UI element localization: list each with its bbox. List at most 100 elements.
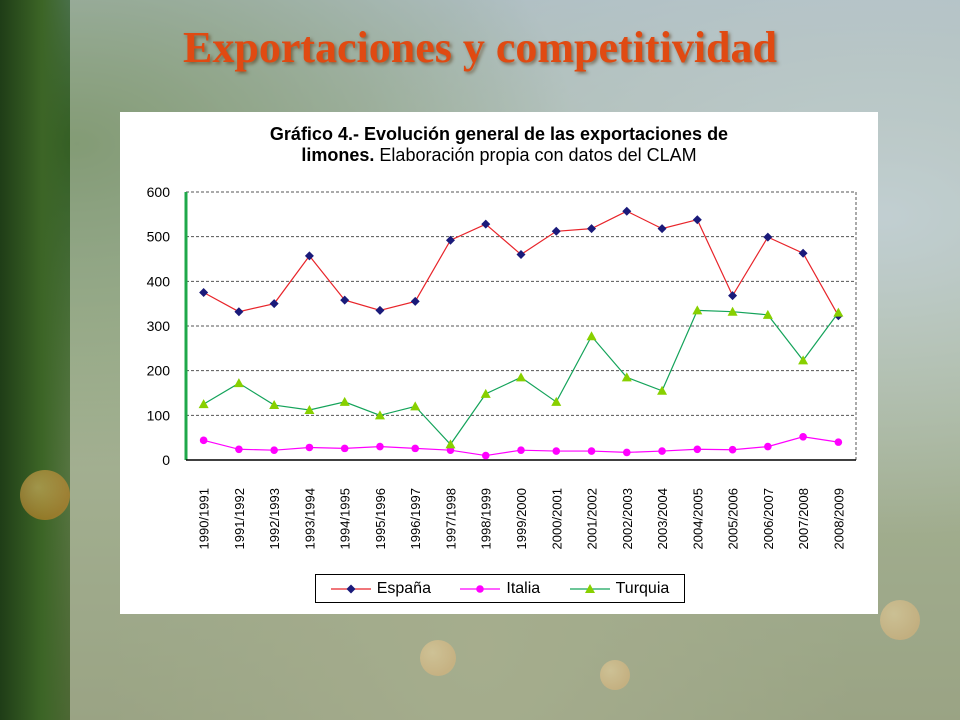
data-point-italia (728, 445, 737, 454)
data-point-turquia (657, 385, 668, 395)
x-tick-label: 1992/1993 (267, 488, 282, 549)
data-point-españa (551, 226, 561, 236)
y-tick-label: 500 (147, 229, 171, 245)
series-line-españa (203, 210, 839, 317)
data-point-turquia (374, 410, 385, 420)
legend-label: España (376, 579, 431, 597)
background-fruit (880, 600, 920, 640)
x-tick-label: 1998/1999 (479, 488, 494, 549)
legend-label: Italia (506, 579, 541, 597)
data-point-turquia (727, 306, 738, 316)
legend-swatch (330, 584, 371, 593)
slide-title: Exportaciones y competitividad (183, 23, 777, 72)
data-point-turquia (586, 331, 597, 341)
x-tick-label: 1991/1992 (232, 488, 247, 549)
data-point-italia (305, 443, 314, 452)
data-point-italia (587, 447, 596, 455)
data-point-turquia (833, 307, 844, 317)
data-point-españa (304, 251, 314, 261)
data-point-turquia (445, 439, 456, 449)
x-tick-label: 2002/2003 (620, 488, 635, 549)
data-point-turquia (621, 372, 632, 382)
background-fruit (20, 470, 70, 520)
data-point-españa (587, 224, 597, 234)
data-point-turquia (516, 372, 526, 382)
data-point-turquia (480, 388, 491, 398)
data-point-españa (445, 235, 455, 245)
data-point-italia (517, 446, 525, 454)
chart-title-bold-line1: Gráfico 4.- Evolución general de las exp… (269, 124, 729, 144)
x-tick-label: 2000/2001 (549, 488, 564, 549)
x-tick-label: 2004/2005 (690, 488, 705, 549)
x-tick-label: 1993/1994 (302, 488, 317, 549)
x-tick-label: 2003/2004 (655, 488, 670, 549)
x-tick-label: 2008/2009 (831, 488, 846, 549)
data-point-italia (235, 445, 243, 454)
x-tick-label: 1995/1996 (373, 488, 388, 549)
chart-panel: Gráfico 4.- Evolución general de las exp… (120, 112, 878, 614)
x-tick-label: 1990/1991 (197, 488, 212, 549)
legend-item: Turquia (569, 579, 670, 598)
data-point-turquia (798, 355, 809, 365)
data-point-españa (516, 250, 526, 260)
data-point-españa (692, 215, 702, 225)
data-point-españa (763, 232, 773, 242)
data-point-italia (834, 438, 843, 446)
background-foliage (0, 0, 70, 720)
chart-title: Gráfico 4.- Evolución general de las exp… (120, 124, 878, 166)
legend-item: España (330, 579, 431, 598)
y-tick-label: 300 (147, 318, 171, 334)
data-point-turquia (410, 401, 421, 411)
y-tick-label: 100 (147, 407, 171, 423)
data-point-españa (375, 305, 385, 315)
x-tick-label: 1996/1997 (408, 488, 423, 549)
data-point-italia (270, 446, 278, 454)
data-point-españa (269, 299, 279, 309)
legend-label: Turquia (615, 579, 670, 597)
line-chart: 0 100 200 300 400 500 600 1990/1991 1991/1992 199… (147, 184, 857, 549)
data-point-turquia (762, 309, 773, 319)
x-tick-label: 2006/2007 (761, 488, 776, 549)
x-tick-label: 1994/1995 (338, 488, 353, 549)
data-point-españa (657, 224, 667, 234)
data-point-españa (481, 219, 491, 229)
data-point-turquia (304, 404, 315, 414)
data-point-italia (552, 447, 561, 455)
data-point-italia (199, 436, 208, 445)
legend-swatch (569, 583, 610, 593)
legend-swatch (460, 584, 501, 593)
y-tick-label: 400 (147, 273, 171, 289)
data-point-italia (693, 445, 702, 454)
x-tick-label: 2005/2006 (726, 488, 741, 549)
data-point-españa (798, 248, 808, 258)
legend-item: Italia (460, 580, 540, 598)
data-point-italia (411, 444, 420, 453)
data-point-italia (799, 432, 807, 441)
data-point-italia (764, 442, 772, 451)
y-tick-label: 200 (147, 363, 171, 379)
data-point-españa (234, 307, 244, 317)
y-tick-label: 600 (147, 184, 171, 200)
x-tick-label: 1999/2000 (514, 488, 529, 549)
data-point-españa (728, 291, 738, 301)
data-point-italia (622, 448, 631, 457)
data-point-turquia (269, 400, 280, 410)
background-fruit (600, 660, 630, 690)
data-point-italia (376, 442, 384, 451)
data-point-italia (658, 447, 666, 455)
data-point-españa (340, 295, 350, 305)
chart-title-source: Elaboración propia con datos del CLAM (379, 145, 697, 165)
x-tick-label: 2007/2008 (796, 488, 811, 549)
chart-title-bold-line2: limones. (301, 145, 375, 165)
data-point-turquia (339, 396, 350, 406)
data-point-españa (410, 296, 420, 306)
data-point-turquia (551, 396, 562, 406)
data-point-turquia (198, 399, 209, 409)
x-tick-label: 1997/1998 (443, 488, 458, 549)
data-point-italia (481, 451, 490, 460)
background-fruit (420, 640, 456, 676)
data-point-italia (340, 444, 349, 453)
x-tick-label: 2001/2002 (585, 488, 600, 549)
data-point-turquia (692, 305, 703, 315)
y-tick-label: 0 (162, 452, 170, 468)
